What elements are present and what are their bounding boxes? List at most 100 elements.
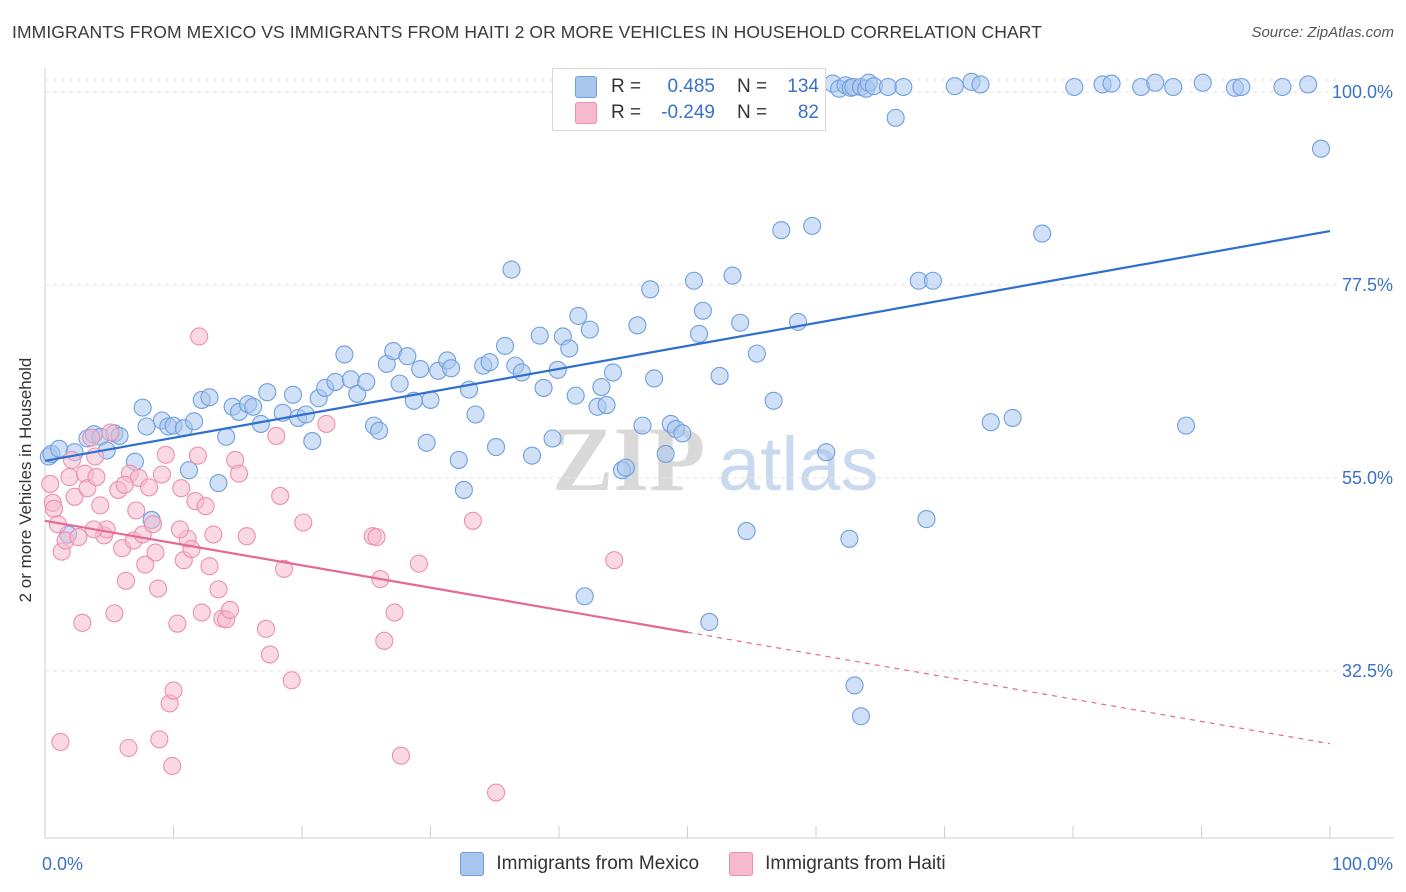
mexico-point [817, 443, 836, 462]
haiti-point [91, 496, 110, 515]
mexico-point [1033, 224, 1052, 243]
mexico-point [560, 339, 579, 358]
haiti-swatch [575, 102, 597, 124]
mexico-point [971, 75, 990, 94]
haiti-point [391, 746, 410, 765]
y-tick-label: 77.5% [1342, 275, 1393, 295]
legend-row-mexico: R = 0.485 N = 134 [575, 74, 819, 100]
haiti-point [172, 479, 191, 498]
mexico-point [209, 474, 228, 493]
mexico-point [335, 345, 354, 364]
haiti-legend-swatch [729, 852, 754, 876]
haiti-point [136, 555, 155, 574]
mexico-point [690, 324, 709, 343]
mexico-point [878, 77, 898, 97]
haiti-point [51, 732, 70, 752]
mexico-point [244, 397, 263, 416]
haiti-point [209, 580, 228, 599]
mexico-point [575, 587, 594, 606]
haiti-point [188, 446, 207, 465]
mexico-point [747, 344, 766, 363]
source-credit: Source: ZipAtlas.com [1251, 24, 1394, 41]
haiti-point [267, 426, 286, 445]
haiti-point [190, 327, 209, 346]
mexico-point [1164, 77, 1183, 97]
mexico-point [1311, 139, 1331, 158]
r-label: R = [611, 76, 642, 97]
mexico-n-value: 134 [787, 76, 819, 97]
mexico-point [495, 336, 515, 355]
mexico-point [566, 386, 585, 405]
haiti-point [65, 487, 84, 506]
mexico-point [917, 510, 936, 529]
mexico-point [200, 388, 219, 407]
haiti-point [87, 468, 106, 487]
mexico-point [449, 450, 468, 469]
haiti-point [156, 445, 175, 464]
y-axis-label-wrap: 2 or more Vehicles in Household [6, 160, 46, 800]
haiti-point [196, 497, 215, 516]
mexico-point [217, 427, 236, 446]
legend-item-mexico: Immigrants from Mexico [460, 852, 699, 876]
y-tick-label: 100.0% [1332, 82, 1393, 102]
haiti-point [204, 525, 223, 544]
haiti-point [282, 671, 301, 690]
mexico-point [764, 391, 783, 410]
mexico-point [283, 385, 303, 404]
haiti-trendline [44, 519, 688, 634]
haiti-point [163, 756, 182, 776]
haiti-point [463, 511, 482, 530]
haiti-trendline-extension [687, 631, 1331, 745]
haiti-point [164, 681, 183, 700]
haiti-point [82, 428, 101, 447]
mexico-point [185, 412, 204, 431]
haiti-point [409, 554, 428, 573]
haiti-point [152, 465, 171, 484]
legend-item-haiti: Immigrants from Haiti [729, 852, 946, 876]
mexico-point [512, 363, 531, 382]
n-label: N = [737, 102, 768, 123]
mexico-point [454, 480, 473, 499]
legend-label-mexico: Immigrants from Mexico [496, 853, 700, 874]
mexico-point [645, 369, 664, 388]
haiti-point [192, 603, 211, 622]
haiti-point [168, 614, 187, 633]
mexico-point [502, 260, 521, 279]
mexico-point [886, 108, 905, 127]
mexico-point [258, 383, 277, 402]
haiti-point [101, 423, 120, 442]
legend-label-haiti: Immigrants from Haiti [765, 853, 946, 874]
haiti-point [237, 527, 256, 546]
watermark-atlas: atlas [718, 422, 879, 507]
series-legend: Immigrants from Mexico Immigrants from H… [0, 852, 1406, 876]
haiti-point [41, 474, 60, 493]
mexico-swatch [575, 76, 597, 98]
mexico-point [442, 359, 461, 378]
mexico-point [592, 378, 611, 397]
mexico-point [710, 366, 729, 385]
mexico-point [530, 326, 549, 345]
mexico-point [534, 378, 553, 397]
mexico-point [303, 432, 322, 451]
haiti-point [375, 631, 394, 650]
mexico-point [851, 707, 871, 726]
mexico-point [845, 676, 864, 695]
haiti-point [220, 600, 240, 620]
haiti-point [149, 579, 168, 598]
haiti-point [200, 557, 219, 576]
mexico-point [641, 280, 660, 299]
haiti-point [60, 468, 79, 487]
mexico-point [597, 396, 616, 415]
mexico-point [370, 421, 389, 440]
mexico-point [398, 347, 417, 366]
haiti-point [44, 499, 64, 518]
mexico-point [580, 320, 599, 339]
mexico-point [480, 353, 499, 372]
chart-title: IMMIGRANTS FROM MEXICO VS IMMIGRANTS FRO… [12, 22, 1042, 42]
mexico-point [137, 417, 156, 436]
mexico-point [723, 266, 742, 285]
mexico-point [411, 360, 430, 379]
haiti-point [294, 513, 313, 532]
mexico-point [569, 306, 588, 325]
